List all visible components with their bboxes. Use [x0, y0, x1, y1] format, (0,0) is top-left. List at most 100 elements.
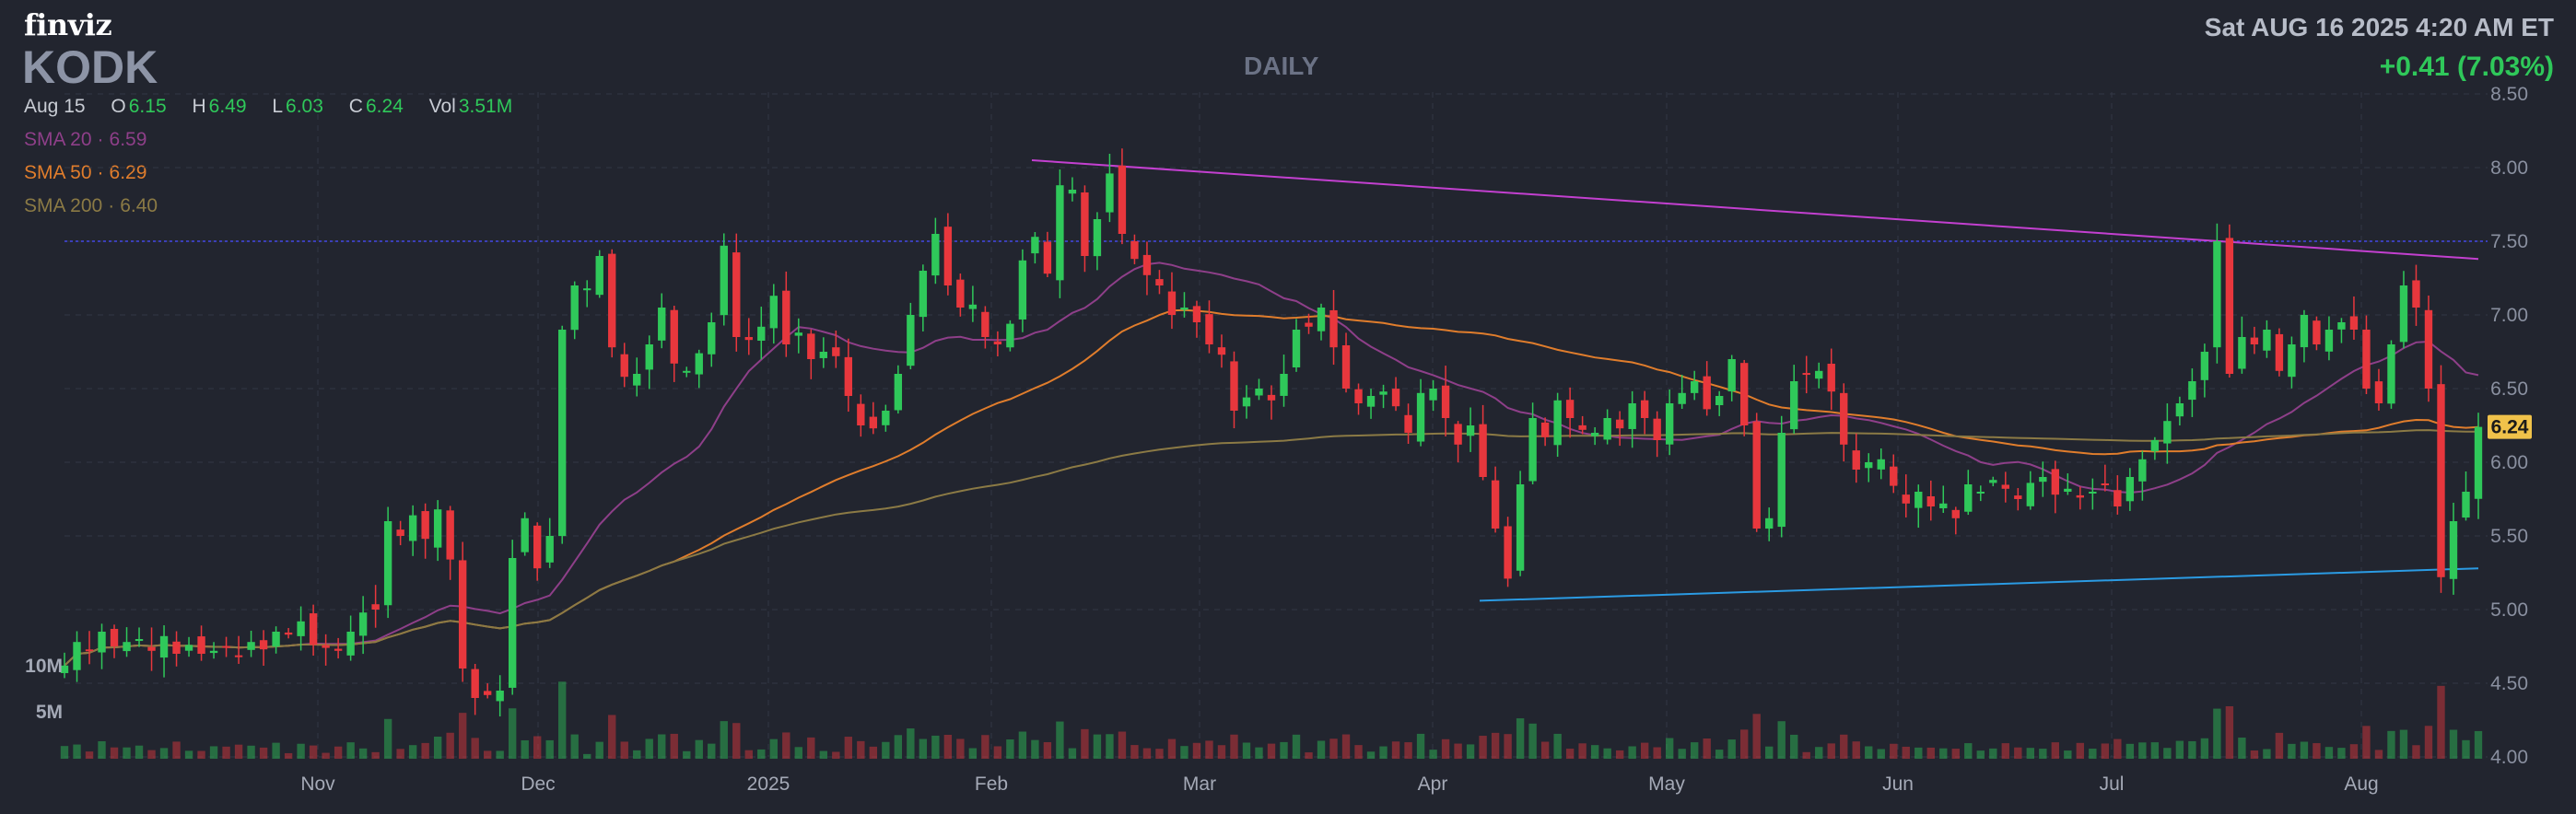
- volume-bar: [1180, 746, 1188, 759]
- close-value: 6.24: [365, 96, 404, 117]
- candle-body: [1230, 361, 1238, 411]
- candle-body: [857, 403, 865, 425]
- candle-body: [259, 640, 268, 650]
- volume-tick-label: 5M: [36, 702, 63, 723]
- volume-bar: [732, 723, 741, 759]
- candle-body: [322, 645, 330, 648]
- candle-body: [993, 341, 1002, 344]
- candle-body: [2250, 337, 2259, 344]
- candle-body: [1578, 424, 1587, 430]
- volume-bar: [1528, 723, 1537, 759]
- volume-bar: [708, 743, 716, 759]
- candle-body: [1951, 509, 1960, 518]
- candle-body: [1715, 396, 1724, 406]
- volume-bar: [2150, 742, 2160, 759]
- close-label: C: [348, 96, 363, 117]
- volume-bar: [247, 745, 255, 759]
- candle-body: [197, 636, 205, 654]
- candle-body: [1317, 308, 1326, 331]
- sma20-legend[interactable]: SMA 20 · 6.59: [24, 129, 147, 150]
- candle-body: [2324, 330, 2334, 352]
- x-tick-label: Apr: [1418, 773, 1448, 795]
- candle-body: [1106, 173, 1114, 213]
- volume-bar: [894, 735, 903, 759]
- candle-body: [2374, 381, 2383, 403]
- candle-body: [2089, 492, 2097, 494]
- candle-body: [408, 515, 417, 541]
- candle-body: [2064, 488, 2072, 493]
- axes: 8.50 8.00 7.50 7.00 6.50 6.00 5.50 5.00 4.50 4.00…: [25, 84, 2532, 795]
- x-tick-label: Dec: [521, 773, 555, 795]
- volume-bar: [1504, 734, 1512, 759]
- open-label: O: [111, 96, 126, 117]
- candle-body: [708, 322, 716, 355]
- candle-body: [2462, 492, 2470, 518]
- candle-body: [383, 521, 392, 606]
- volume-bar: [2349, 744, 2359, 759]
- volume-bar: [408, 745, 417, 759]
- y-tick-label: 4.00: [2490, 747, 2528, 768]
- volume-bar: [1454, 743, 1462, 759]
- volume-bar: [844, 737, 853, 759]
- volume-bar: [1317, 740, 1326, 759]
- candle-body: [769, 296, 778, 329]
- last-price-marker: [2488, 414, 2532, 439]
- volume-bar: [334, 746, 343, 759]
- candle-body: [794, 332, 802, 336]
- y-tick-label: 7.00: [2490, 305, 2528, 326]
- sma200-legend[interactable]: SMA 200 · 6.40: [24, 195, 158, 216]
- finviz-logo[interactable]: finviz: [24, 7, 112, 42]
- candle-body: [1056, 185, 1064, 281]
- candle-body: [1205, 314, 1213, 344]
- volume-bar: [533, 736, 542, 759]
- volume-bar: [446, 732, 454, 759]
- volume-bar: [1167, 738, 1177, 759]
- candle-body: [2263, 330, 2271, 351]
- candle-body: [1341, 345, 1351, 389]
- volume-bar: [1142, 748, 1152, 759]
- sma50-legend[interactable]: SMA 50 · 6.29: [24, 162, 147, 183]
- volume-bar: [1205, 740, 1213, 759]
- volume-bar: [645, 738, 653, 759]
- volume-bar: [2337, 748, 2346, 759]
- candle-body: [1615, 419, 1624, 429]
- volume-bar: [968, 748, 978, 759]
- candle-body: [1877, 459, 1885, 470]
- candle-body: [608, 253, 616, 348]
- candle-body: [2101, 483, 2110, 486]
- volume-bar: [1155, 749, 1164, 759]
- candle-body: [2225, 238, 2234, 374]
- sma200-label: SMA 200: [24, 195, 103, 216]
- candle-body: [882, 411, 890, 425]
- volume-bar: [2449, 729, 2458, 759]
- volume-bar: [1902, 746, 1910, 759]
- candle-body: [85, 649, 94, 652]
- candle-body: [2474, 426, 2483, 499]
- candle-body: [1167, 291, 1177, 315]
- volume-bar: [2474, 730, 2483, 759]
- volume-bar: [956, 738, 965, 759]
- candle-body: [1665, 403, 1674, 445]
- volume-bar: [1292, 734, 1301, 759]
- volume-bar: [1740, 729, 1749, 759]
- candle-body: [907, 315, 915, 366]
- candle-body: [2313, 320, 2321, 344]
- candle-body: [272, 632, 280, 647]
- high-label: H: [192, 96, 206, 117]
- x-tick-label: Jul: [2100, 773, 2125, 795]
- volume-bar: [1043, 742, 1052, 759]
- ohlc-readout: Aug 15 O 6.15 H 6.49 L 6.03 C 6.24 Vol 3.51M: [24, 96, 512, 118]
- candle-body: [744, 337, 753, 341]
- support-trendline: [1479, 567, 2479, 602]
- x-tick-label: Feb: [975, 773, 1008, 795]
- volume-bar: [1665, 738, 1674, 759]
- volume-bar: [670, 733, 678, 759]
- volume-bar: [1230, 734, 1238, 759]
- volume-bar: [2399, 729, 2408, 759]
- volume-bar: [658, 734, 666, 759]
- volume-bar: [222, 746, 230, 759]
- candle-body: [2113, 490, 2122, 506]
- candle-body: [2175, 403, 2184, 417]
- volume-bar: [907, 728, 915, 759]
